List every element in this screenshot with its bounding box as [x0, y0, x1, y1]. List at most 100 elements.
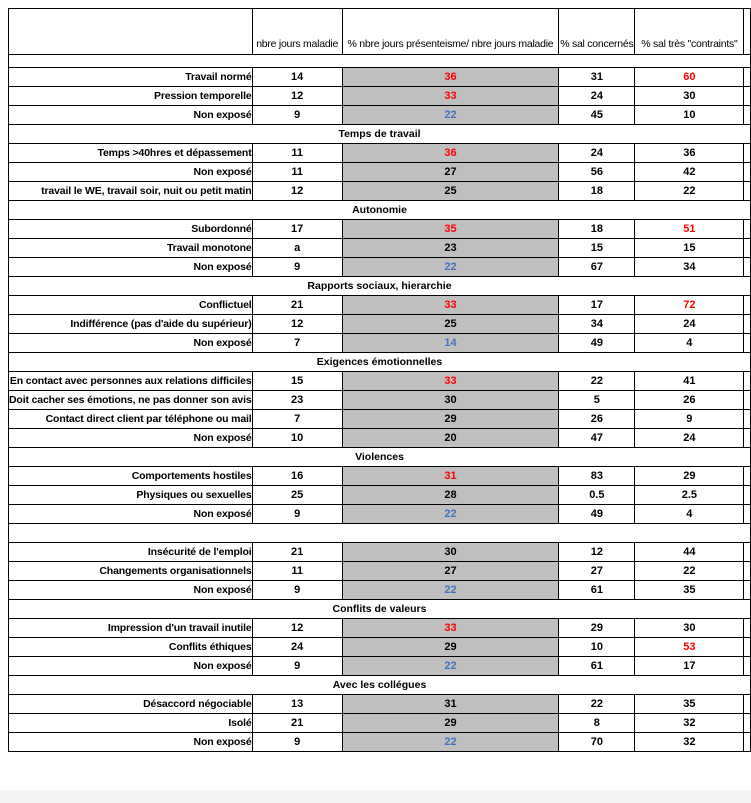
- value-cell-presenteisme[interactable]: 22: [341, 504, 560, 524]
- value-cell-concernes[interactable]: 31: [558, 67, 636, 87]
- value-cell-contraints[interactable]: 41: [634, 371, 745, 391]
- value-cell-concernes[interactable]: 24: [558, 86, 636, 106]
- value-cell-presenteisme[interactable]: 29: [341, 409, 560, 429]
- column-header-maladie[interactable]: nbre jours maladie: [251, 8, 343, 55]
- value-cell-maladie[interactable]: 16: [251, 466, 343, 486]
- value-cell-maladie[interactable]: 9: [251, 580, 343, 600]
- row-label-cell[interactable]: Non exposé: [8, 732, 253, 752]
- value-cell-concernes[interactable]: 17: [558, 295, 636, 315]
- value-cell-presenteisme[interactable]: 22: [341, 105, 560, 125]
- row-label-cell[interactable]: Comportements hostiles: [8, 466, 253, 486]
- value-cell-contraints[interactable]: 17: [634, 656, 745, 676]
- value-cell-contraints[interactable]: 42: [634, 162, 745, 182]
- value-cell-presenteisme[interactable]: 28: [341, 485, 560, 505]
- section-header-row[interactable]: Conflits de valeurs: [8, 599, 751, 619]
- value-cell-maladie[interactable]: 11: [251, 561, 343, 581]
- value-cell-concernes[interactable]: 56: [558, 162, 636, 182]
- value-cell-presenteisme[interactable]: 23: [341, 238, 560, 258]
- value-cell-maladie[interactable]: 21: [251, 713, 343, 733]
- value-cell-presenteisme[interactable]: 29: [341, 713, 560, 733]
- value-cell-contraints[interactable]: 72: [634, 295, 745, 315]
- row-label-cell[interactable]: En contact avec personnes aux relations …: [8, 371, 253, 391]
- row-label-cell[interactable]: Indifférence (pas d'aide du supérieur): [8, 314, 253, 334]
- value-cell-maladie[interactable]: 11: [251, 162, 343, 182]
- value-cell-maladie[interactable]: 12: [251, 86, 343, 106]
- value-cell-presenteisme[interactable]: 33: [341, 371, 560, 391]
- column-header-concernes[interactable]: % sal concernés: [558, 8, 636, 55]
- column-header-contraints[interactable]: % sal très "contraints": [634, 8, 745, 55]
- value-cell-contraints[interactable]: 35: [634, 694, 745, 714]
- value-cell-contraints[interactable]: 32: [634, 713, 745, 733]
- row-label-cell[interactable]: Insécurité de l'emploi: [8, 542, 253, 562]
- value-cell-contraints[interactable]: 24: [634, 428, 745, 448]
- row-label-cell[interactable]: travail le WE, travail soir, nuit ou pet…: [8, 181, 253, 201]
- value-cell-contraints[interactable]: 34: [634, 257, 745, 277]
- value-cell-presenteisme[interactable]: 36: [341, 143, 560, 163]
- value-cell-presenteisme[interactable]: 33: [341, 295, 560, 315]
- column-header-presenteisme[interactable]: % nbre jours présenteisme/ nbre jours ma…: [341, 8, 560, 55]
- value-cell-maladie[interactable]: 9: [251, 656, 343, 676]
- value-cell-maladie[interactable]: 17: [251, 219, 343, 239]
- row-label-cell[interactable]: Non exposé: [8, 504, 253, 524]
- value-cell-maladie[interactable]: 9: [251, 105, 343, 125]
- row-label-cell[interactable]: Physiques ou sexuelles: [8, 485, 253, 505]
- value-cell-concernes[interactable]: 47: [558, 428, 636, 448]
- value-cell-maladie[interactable]: 25: [251, 485, 343, 505]
- value-cell-maladie[interactable]: 15: [251, 371, 343, 391]
- value-cell-concernes[interactable]: 18: [558, 219, 636, 239]
- value-cell-concernes[interactable]: 27: [558, 561, 636, 581]
- value-cell-contraints[interactable]: 2.5: [634, 485, 745, 505]
- section-header-row[interactable]: Avec les collégues: [8, 675, 751, 695]
- value-cell-concernes[interactable]: 61: [558, 580, 636, 600]
- row-label-cell[interactable]: Contact direct client par téléphone ou m…: [8, 409, 253, 429]
- value-cell-contraints[interactable]: 36: [634, 143, 745, 163]
- row-label-cell[interactable]: Non exposé: [8, 333, 253, 353]
- value-cell-presenteisme[interactable]: 22: [341, 257, 560, 277]
- value-cell-concernes[interactable]: 24: [558, 143, 636, 163]
- value-cell-concernes[interactable]: 0.5: [558, 485, 636, 505]
- corner-cell[interactable]: [8, 8, 253, 55]
- value-cell-presenteisme[interactable]: 31: [341, 466, 560, 486]
- section-header-row[interactable]: Exigences émotionnelles: [8, 352, 751, 372]
- value-cell-presenteisme[interactable]: 25: [341, 181, 560, 201]
- value-cell-concernes[interactable]: 29: [558, 618, 636, 638]
- value-cell-concernes[interactable]: 12: [558, 542, 636, 562]
- value-cell-concernes[interactable]: 70: [558, 732, 636, 752]
- value-cell-concernes[interactable]: 18: [558, 181, 636, 201]
- value-cell-concernes[interactable]: 61: [558, 656, 636, 676]
- value-cell-contraints[interactable]: 15: [634, 238, 745, 258]
- value-cell-maladie[interactable]: a: [251, 238, 343, 258]
- value-cell-contraints[interactable]: 26: [634, 390, 745, 410]
- row-label-cell[interactable]: Non exposé: [8, 580, 253, 600]
- value-cell-maladie[interactable]: 12: [251, 181, 343, 201]
- value-cell-presenteisme[interactable]: 25: [341, 314, 560, 334]
- value-cell-presenteisme[interactable]: 27: [341, 162, 560, 182]
- value-cell-presenteisme[interactable]: 27: [341, 561, 560, 581]
- value-cell-maladie[interactable]: 23: [251, 390, 343, 410]
- row-label-cell[interactable]: Travail monotone: [8, 238, 253, 258]
- value-cell-presenteisme[interactable]: 22: [341, 732, 560, 752]
- row-label-cell[interactable]: Changements organisationnels: [8, 561, 253, 581]
- value-cell-concernes[interactable]: 5: [558, 390, 636, 410]
- value-cell-maladie[interactable]: 7: [251, 409, 343, 429]
- value-cell-maladie[interactable]: 7: [251, 333, 343, 353]
- value-cell-presenteisme[interactable]: 30: [341, 542, 560, 562]
- value-cell-concernes[interactable]: 49: [558, 504, 636, 524]
- row-label-cell[interactable]: Travail normé: [8, 67, 253, 87]
- value-cell-concernes[interactable]: 10: [558, 637, 636, 657]
- value-cell-presenteisme[interactable]: 30: [341, 390, 560, 410]
- value-cell-presenteisme[interactable]: 36: [341, 67, 560, 87]
- row-label-cell[interactable]: Non exposé: [8, 257, 253, 277]
- value-cell-maladie[interactable]: 10: [251, 428, 343, 448]
- value-cell-presenteisme[interactable]: 29: [341, 637, 560, 657]
- row-label-cell[interactable]: Non exposé: [8, 428, 253, 448]
- row-label-cell[interactable]: Temps >40hres et dépassement: [8, 143, 253, 163]
- value-cell-presenteisme[interactable]: 33: [341, 618, 560, 638]
- value-cell-contraints[interactable]: 4: [634, 504, 745, 524]
- value-cell-concernes[interactable]: 34: [558, 314, 636, 334]
- value-cell-maladie[interactable]: 12: [251, 314, 343, 334]
- blank-section-row[interactable]: [8, 54, 751, 68]
- value-cell-concernes[interactable]: 22: [558, 694, 636, 714]
- row-label-cell[interactable]: Conflits éthiques: [8, 637, 253, 657]
- value-cell-maladie[interactable]: 21: [251, 542, 343, 562]
